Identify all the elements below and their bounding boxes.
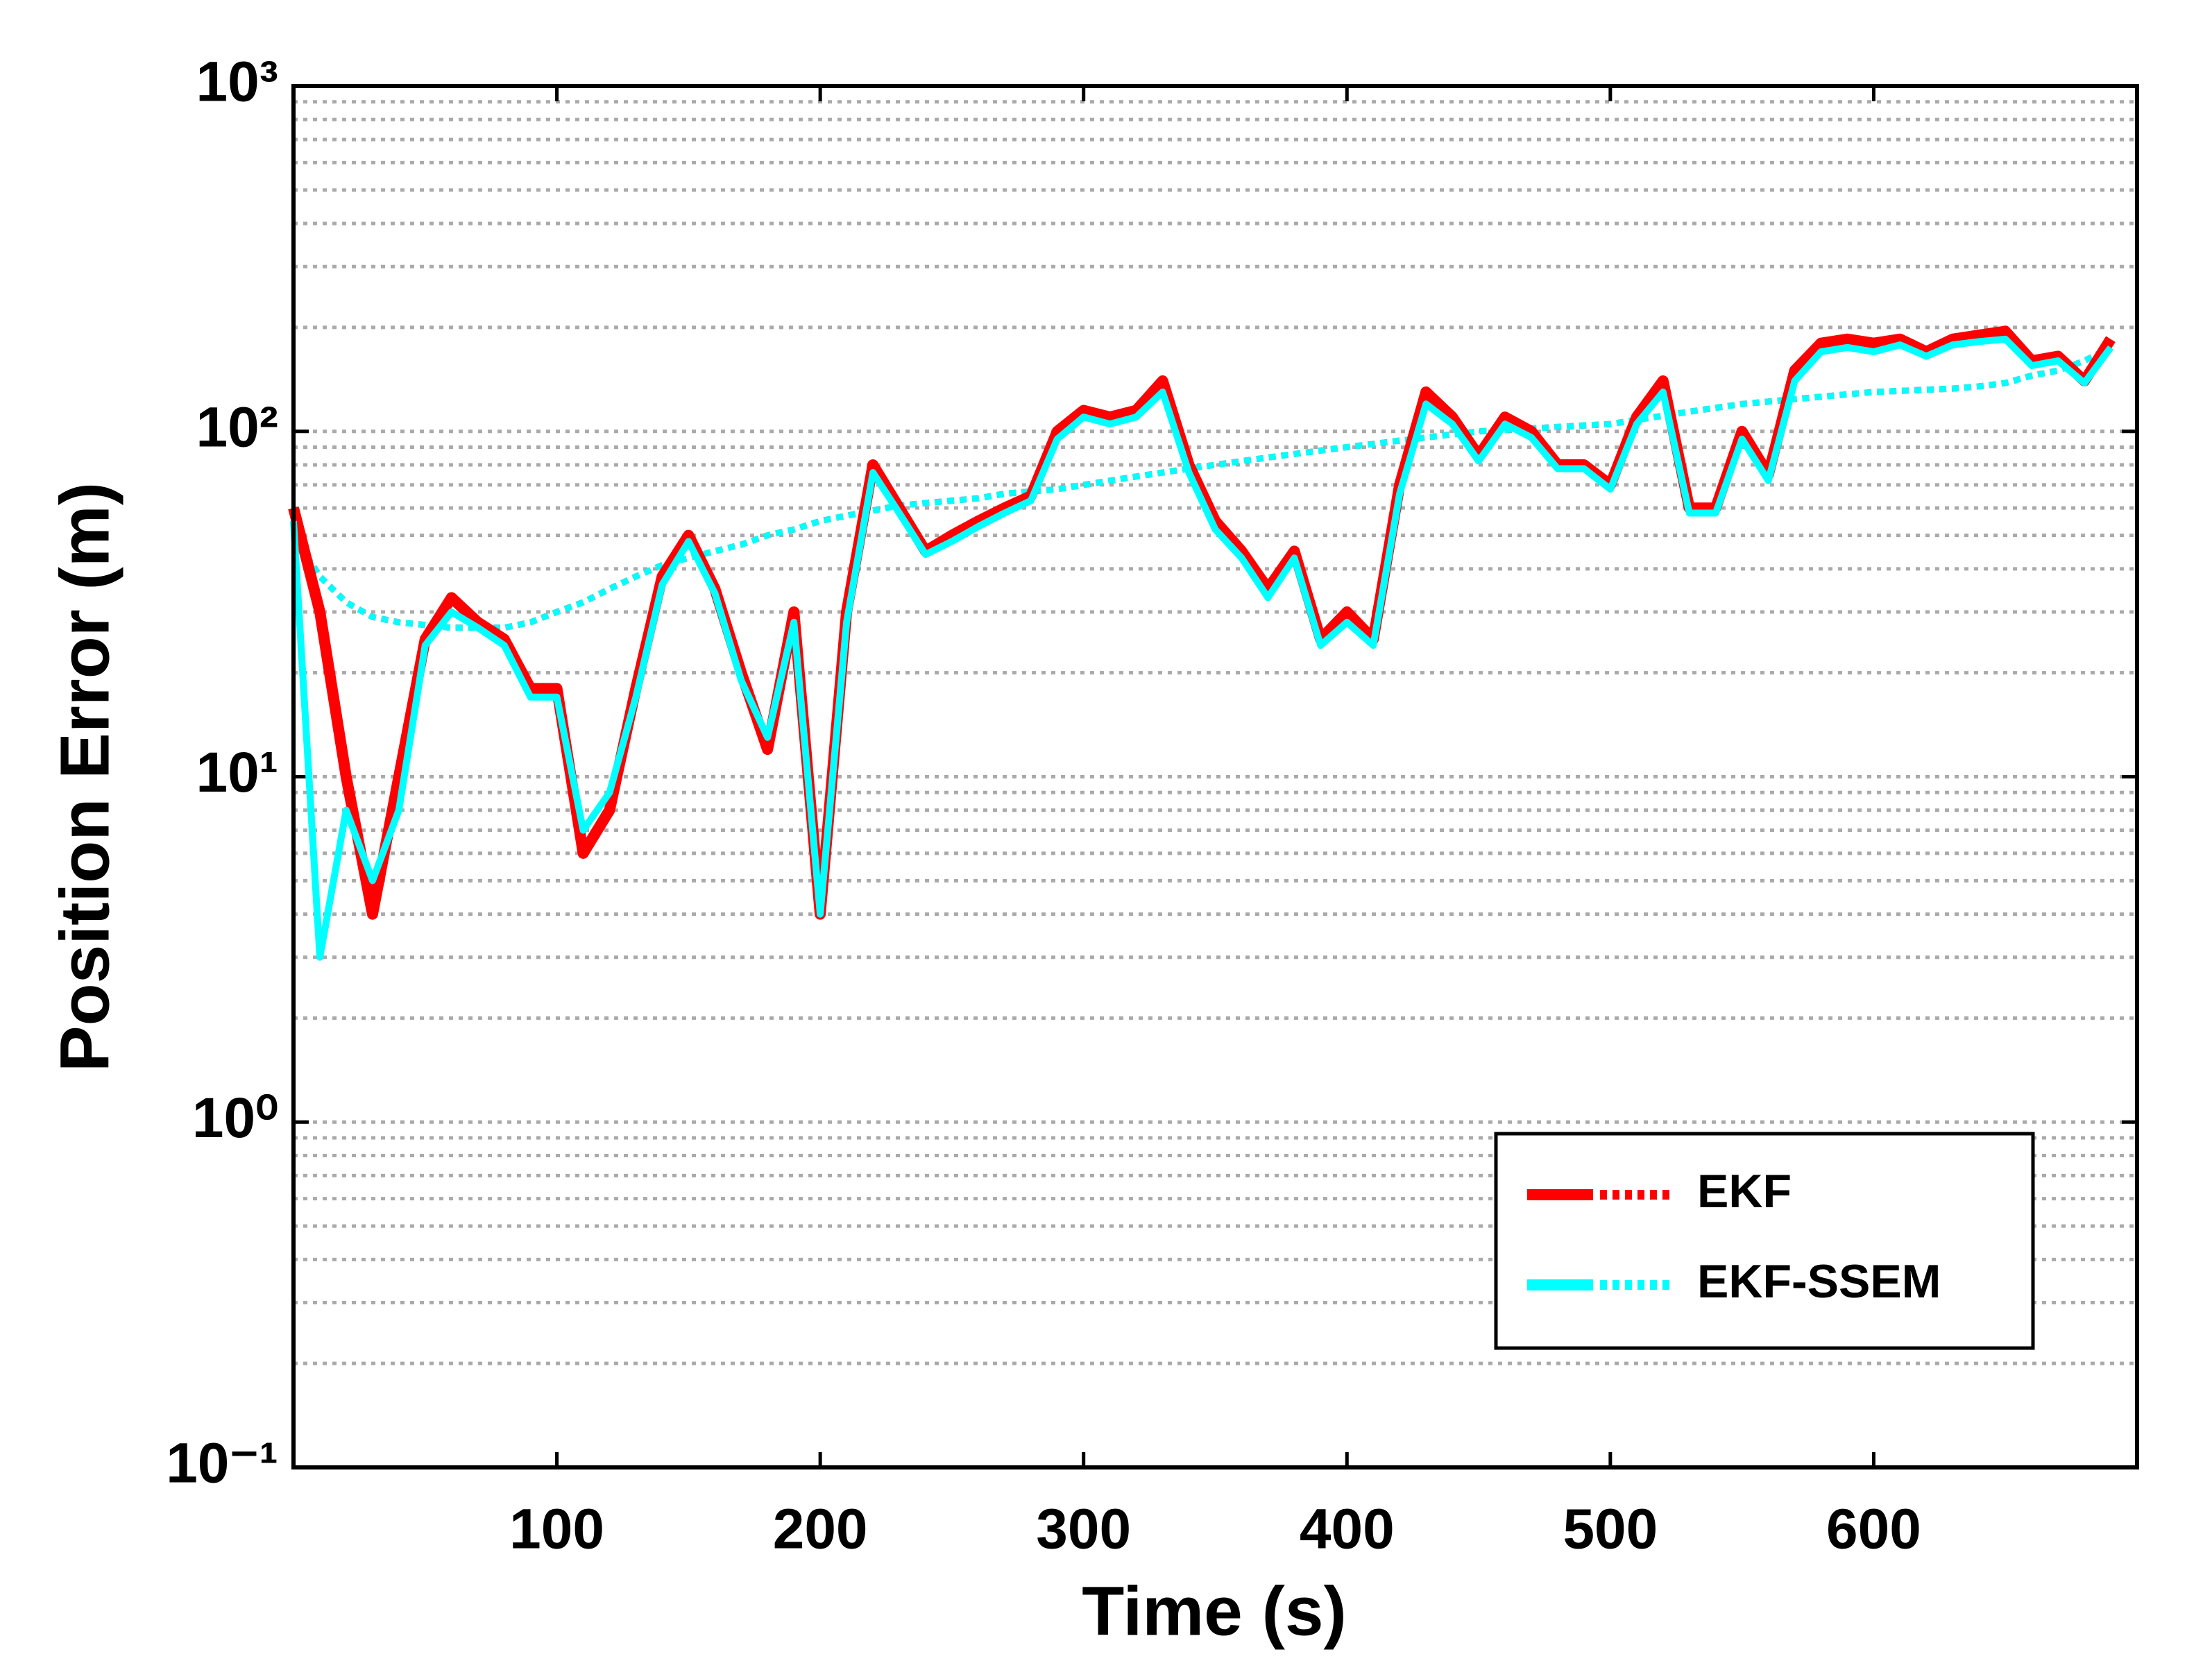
- x-tick-label: 500: [1563, 1498, 1658, 1561]
- series-line: [288, 325, 2116, 920]
- y-tick-label: 10⁻¹: [166, 1432, 278, 1495]
- y-tick-label: 10³: [196, 51, 278, 114]
- series-line: [290, 335, 2114, 961]
- y-tick-label: 10¹: [196, 741, 278, 804]
- trend-line: [291, 344, 2113, 631]
- x-axis-label: Time (s): [1082, 1572, 1347, 1650]
- x-tick-label: 200: [773, 1498, 868, 1561]
- y-tick-label: 10²: [196, 395, 278, 459]
- x-tick-label: 300: [1036, 1498, 1131, 1561]
- x-tick-label: 100: [509, 1498, 604, 1561]
- legend-label: EKF: [1697, 1165, 1792, 1218]
- y-axis-label: Position Error (m): [46, 482, 124, 1072]
- x-tick-label: 400: [1300, 1498, 1395, 1561]
- y-tick-label: 10⁰: [192, 1087, 278, 1150]
- legend-label: EKF-SSEM: [1697, 1255, 1941, 1308]
- x-tick-label: 600: [1826, 1498, 1921, 1561]
- plot-frame: [291, 84, 2139, 1469]
- legend-box: [1494, 1132, 2035, 1350]
